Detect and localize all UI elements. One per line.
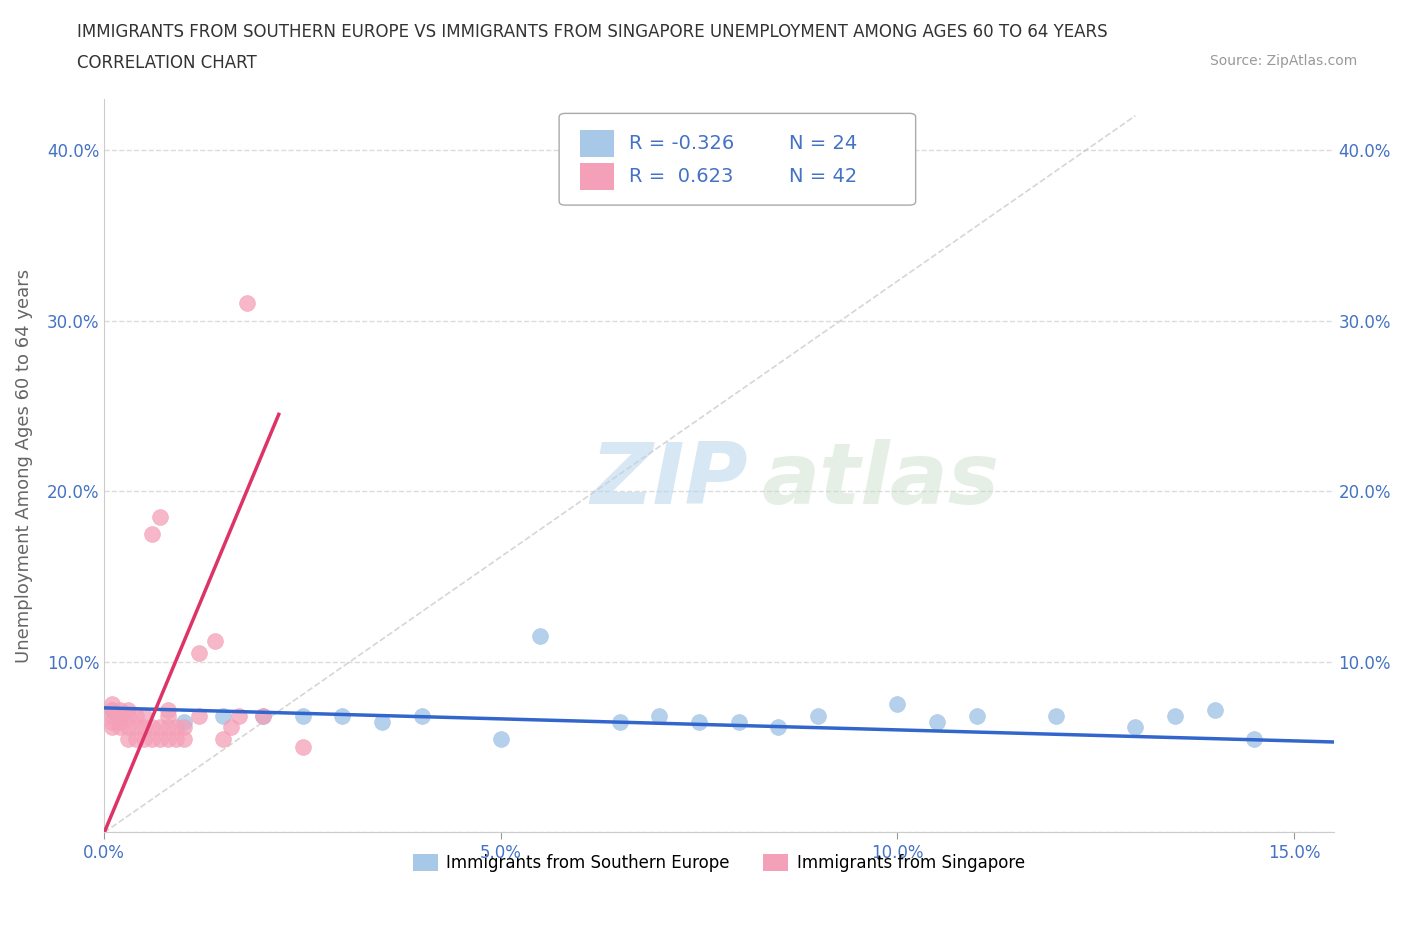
Point bbox=[188, 709, 211, 724]
Point bbox=[173, 719, 195, 734]
Point bbox=[1164, 709, 1187, 724]
Point bbox=[188, 645, 211, 660]
Point bbox=[252, 709, 274, 724]
Legend: Immigrants from Southern Europe, Immigrants from Singapore: Immigrants from Southern Europe, Immigra… bbox=[406, 847, 1032, 879]
Point bbox=[117, 702, 139, 717]
Point bbox=[925, 714, 948, 729]
Text: atlas: atlas bbox=[762, 439, 1000, 522]
Point bbox=[101, 719, 124, 734]
Point bbox=[156, 719, 179, 734]
Point bbox=[529, 629, 551, 644]
Point bbox=[101, 714, 124, 729]
Point bbox=[330, 709, 353, 724]
Point bbox=[132, 709, 155, 724]
Point bbox=[125, 731, 148, 746]
Point bbox=[609, 714, 631, 729]
Point bbox=[236, 296, 259, 311]
Point bbox=[1045, 709, 1067, 724]
Point bbox=[252, 709, 274, 724]
Point bbox=[212, 731, 235, 746]
Point bbox=[291, 709, 314, 724]
Point bbox=[141, 731, 163, 746]
Point bbox=[132, 731, 155, 746]
Text: R =  0.623: R = 0.623 bbox=[630, 167, 734, 186]
Point bbox=[141, 526, 163, 541]
Point bbox=[117, 731, 139, 746]
Point bbox=[411, 709, 433, 724]
Point bbox=[768, 719, 790, 734]
Point bbox=[101, 702, 124, 717]
Point bbox=[108, 709, 131, 724]
Point bbox=[688, 714, 710, 729]
Point bbox=[173, 731, 195, 746]
Point bbox=[125, 719, 148, 734]
Point bbox=[228, 709, 250, 724]
Point bbox=[101, 709, 124, 724]
Point bbox=[132, 719, 155, 734]
Point bbox=[165, 719, 187, 734]
Point bbox=[141, 719, 163, 734]
Point bbox=[149, 731, 172, 746]
Text: IMMIGRANTS FROM SOUTHERN EUROPE VS IMMIGRANTS FROM SINGAPORE UNEMPLOYMENT AMONG : IMMIGRANTS FROM SOUTHERN EUROPE VS IMMIG… bbox=[77, 23, 1108, 41]
Point bbox=[173, 714, 195, 729]
Point bbox=[117, 709, 139, 724]
Text: N = 24: N = 24 bbox=[789, 134, 858, 153]
Point bbox=[108, 714, 131, 729]
Point bbox=[966, 709, 988, 724]
Point bbox=[108, 702, 131, 717]
Point bbox=[101, 697, 124, 711]
Point bbox=[648, 709, 671, 724]
Point bbox=[1204, 702, 1226, 717]
Point bbox=[101, 702, 124, 717]
Y-axis label: Unemployment Among Ages 60 to 64 years: Unemployment Among Ages 60 to 64 years bbox=[15, 269, 32, 663]
FancyBboxPatch shape bbox=[581, 129, 614, 157]
Text: R = -0.326: R = -0.326 bbox=[630, 134, 734, 153]
Point bbox=[156, 731, 179, 746]
Point bbox=[117, 719, 139, 734]
Point bbox=[371, 714, 394, 729]
Point bbox=[165, 731, 187, 746]
Point bbox=[886, 697, 908, 711]
Point bbox=[727, 714, 749, 729]
Point bbox=[125, 709, 148, 724]
Point bbox=[219, 719, 242, 734]
Point bbox=[156, 709, 179, 724]
Point bbox=[291, 739, 314, 754]
Text: ZIP: ZIP bbox=[591, 439, 748, 522]
Point bbox=[1125, 719, 1147, 734]
Point bbox=[1243, 731, 1265, 746]
Point bbox=[807, 709, 830, 724]
Point bbox=[108, 719, 131, 734]
Text: CORRELATION CHART: CORRELATION CHART bbox=[77, 54, 257, 72]
FancyBboxPatch shape bbox=[560, 113, 915, 206]
Point bbox=[156, 702, 179, 717]
Point bbox=[212, 709, 235, 724]
Point bbox=[489, 731, 512, 746]
Point bbox=[149, 510, 172, 525]
Text: N = 42: N = 42 bbox=[789, 167, 858, 186]
FancyBboxPatch shape bbox=[581, 163, 614, 191]
Text: Source: ZipAtlas.com: Source: ZipAtlas.com bbox=[1209, 54, 1357, 68]
Point bbox=[204, 634, 226, 649]
Point bbox=[149, 719, 172, 734]
